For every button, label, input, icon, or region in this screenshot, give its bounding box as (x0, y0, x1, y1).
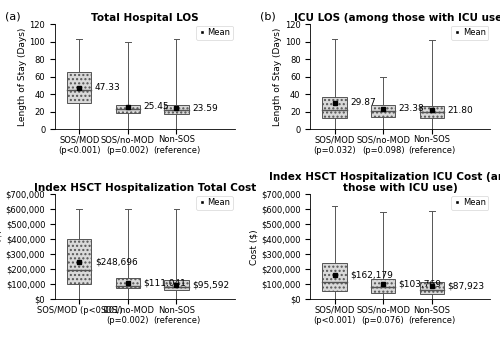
FancyBboxPatch shape (371, 105, 396, 117)
Y-axis label: Cost ($): Cost ($) (249, 229, 258, 265)
Legend: Mean: Mean (451, 196, 488, 210)
Text: $87,923: $87,923 (447, 282, 484, 291)
Title: Index HSCT Hospitalization ICU Cost (among
those with ICU use): Index HSCT Hospitalization ICU Cost (amo… (269, 172, 500, 193)
Y-axis label: Cost ($): Cost ($) (0, 229, 3, 265)
Text: (b): (b) (260, 11, 276, 21)
FancyBboxPatch shape (116, 105, 140, 114)
FancyBboxPatch shape (420, 282, 444, 294)
Title: ICU LOS (among those with ICU use): ICU LOS (among those with ICU use) (294, 13, 500, 23)
Text: $103,769: $103,769 (398, 279, 442, 288)
Title: Index HSCT Hospitalization Total Cost: Index HSCT Hospitalization Total Cost (34, 183, 256, 193)
Text: 47.33: 47.33 (95, 83, 120, 92)
Title: Total Hospital LOS: Total Hospital LOS (91, 13, 198, 23)
Y-axis label: Length of Stay (Days): Length of Stay (Days) (273, 28, 282, 126)
FancyBboxPatch shape (164, 106, 188, 114)
Text: 21.80: 21.80 (447, 106, 473, 115)
FancyBboxPatch shape (67, 72, 92, 103)
Legend: Mean: Mean (196, 26, 233, 40)
FancyBboxPatch shape (322, 263, 346, 291)
Text: 25.45: 25.45 (144, 103, 169, 111)
FancyBboxPatch shape (322, 97, 346, 118)
FancyBboxPatch shape (420, 106, 444, 118)
Y-axis label: Length of Stay (Days): Length of Stay (Days) (18, 28, 27, 126)
Legend: Mean: Mean (451, 26, 488, 40)
Text: $248,696: $248,696 (95, 257, 138, 267)
Text: 29.87: 29.87 (350, 98, 376, 107)
Text: $162,179: $162,179 (350, 270, 393, 279)
Text: 23.59: 23.59 (192, 104, 218, 113)
Text: 23.38: 23.38 (398, 104, 424, 113)
Text: $111,041: $111,041 (144, 278, 186, 287)
Text: (a): (a) (4, 11, 20, 21)
Text: $95,592: $95,592 (192, 280, 229, 289)
FancyBboxPatch shape (164, 280, 188, 290)
FancyBboxPatch shape (116, 278, 140, 288)
Legend: Mean: Mean (196, 196, 233, 210)
FancyBboxPatch shape (371, 279, 396, 292)
FancyBboxPatch shape (67, 239, 92, 284)
